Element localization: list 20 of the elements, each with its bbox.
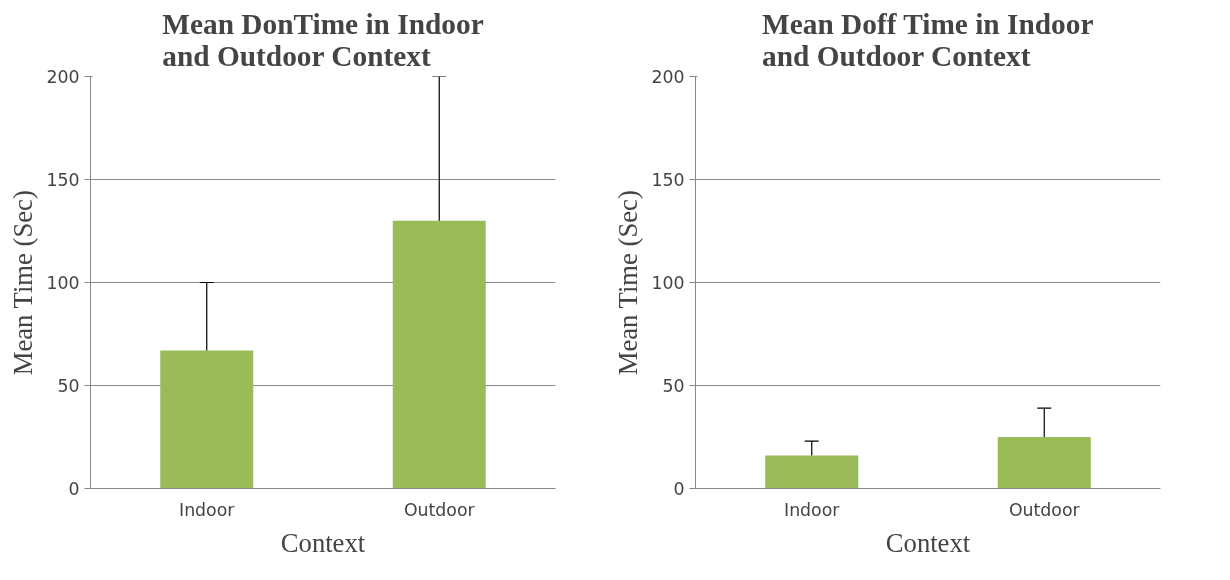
y-tick-label: 150 bbox=[651, 170, 685, 190]
y-axis-title: Mean Time (Sec) bbox=[8, 190, 39, 376]
x-tick-label: Outdoor bbox=[403, 499, 476, 520]
y-tick-label: 200 bbox=[46, 67, 80, 87]
x-axis-title: Context bbox=[885, 527, 971, 558]
chart-title: Mean DonTime in Indoor and Outdoor Context bbox=[162, 7, 484, 72]
chart-title: Mean Doff Time in Indoor and Outdoor Context bbox=[762, 7, 1094, 72]
y-tick-label: 150 bbox=[46, 170, 80, 190]
x-tick-label: Indoor bbox=[179, 499, 236, 520]
y-tick-label: 200 bbox=[651, 67, 685, 87]
y-axis-title: Mean Time (Sec) bbox=[613, 190, 644, 376]
y-tick-label: 0 bbox=[68, 479, 80, 499]
x-tick-label: Indoor bbox=[784, 499, 841, 520]
y-tick-label: 100 bbox=[651, 273, 685, 293]
y-tick-label: 0 bbox=[673, 479, 685, 499]
y-tick-label: 50 bbox=[57, 376, 80, 396]
x-tick-label: Outdoor bbox=[1008, 499, 1081, 520]
x-axis-title: Context bbox=[280, 527, 366, 558]
y-tick-label: 50 bbox=[662, 376, 685, 396]
y-tick-label: 100 bbox=[46, 273, 80, 293]
